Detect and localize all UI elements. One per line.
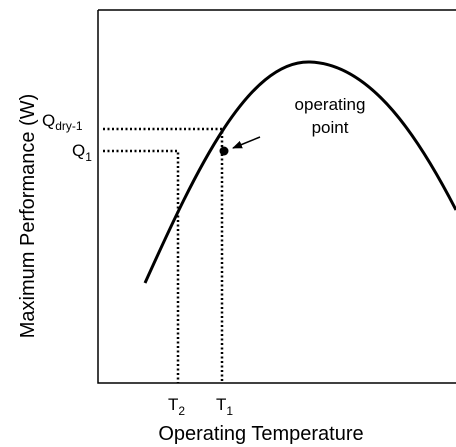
t1-label: T1	[216, 395, 233, 418]
q-dry-label: Qdry-1	[42, 111, 83, 133]
y-axis-title: Maximum Performance (W)	[17, 94, 39, 338]
t2-label: T2	[168, 395, 185, 418]
operating-point-marker	[219, 146, 229, 156]
q1-label: Q1	[72, 141, 92, 164]
q1-guide	[103, 149, 180, 383]
x-axis-title: Operating Temperature	[158, 423, 363, 445]
q-dry-guide	[103, 127, 224, 383]
annotation-line: point	[312, 118, 349, 137]
axes-frame	[97, 9, 456, 384]
performance-curve	[143, 60, 456, 284]
annotation-line: operating	[295, 95, 366, 114]
annotation-arrow	[232, 136, 261, 149]
